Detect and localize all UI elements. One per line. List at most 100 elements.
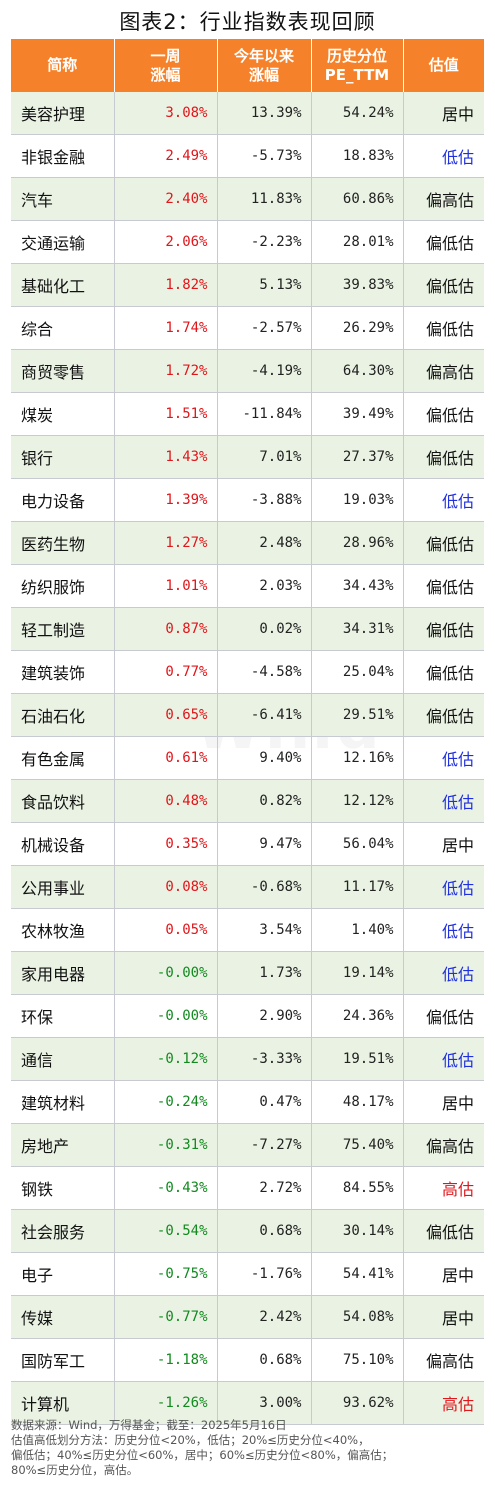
- industry-name-cell: 基础化工: [11, 263, 115, 307]
- ytd-change-cell: 5.13%: [217, 263, 312, 307]
- valuation-cell: 偏低估: [403, 435, 484, 479]
- pe-percentile-cell: 12.16%: [311, 736, 404, 780]
- ytd-change-cell: -2.23%: [217, 220, 312, 264]
- footnote-source: 数据来源：Wind，万得基金；截至：2025年5月16日: [11, 1418, 287, 1432]
- week-change-cell: -1.18%: [114, 1338, 218, 1382]
- week-change-cell: 0.61%: [114, 736, 218, 780]
- valuation-cell: 偏低估: [403, 220, 484, 264]
- pe-percentile-cell: 27.37%: [311, 435, 404, 479]
- industry-index-table: 简称 一周 涨幅 今年以来 涨幅 历史分位 PE_TTM 估值 美容护理 3.08…: [11, 39, 484, 1425]
- week-change-cell: 0.87%: [114, 607, 218, 651]
- ytd-change-cell: 2.48%: [217, 521, 312, 565]
- valuation-cell: 偏低估: [403, 392, 484, 436]
- footnote-method-1: 估值高低划分方法：历史分位<20%，低估；20%≤历史分位<40%，: [11, 1433, 370, 1447]
- ytd-change-cell: -4.58%: [217, 650, 312, 694]
- week-change-cell: -0.00%: [114, 994, 218, 1038]
- industry-name-cell: 汽车: [11, 177, 115, 221]
- pe-percentile-cell: 28.01%: [311, 220, 404, 264]
- industry-name-cell: 非银金融: [11, 134, 115, 178]
- table-row: 钢铁 -0.43% 2.72% 84.55% 高估: [11, 1166, 484, 1210]
- table-row: 房地产 -0.31% -7.27% 75.40% 偏高估: [11, 1123, 484, 1167]
- ytd-change-cell: 2.90%: [217, 994, 312, 1038]
- week-change-cell: -0.77%: [114, 1295, 218, 1339]
- ytd-change-cell: 9.40%: [217, 736, 312, 780]
- footnote: 数据来源：Wind，万得基金；截至：2025年5月16日 估值高低划分方法：历史…: [11, 1418, 481, 1478]
- table-row: 纺织服饰 1.01% 2.03% 34.43% 偏低估: [11, 564, 484, 608]
- table-row: 非银金融 2.49% -5.73% 18.83% 低估: [11, 134, 484, 178]
- table-row: 家用电器 -0.00% 1.73% 19.14% 低估: [11, 951, 484, 995]
- valuation-cell: 低估: [403, 1037, 484, 1081]
- industry-name-cell: 家用电器: [11, 951, 115, 995]
- valuation-cell: 偏低估: [403, 564, 484, 608]
- table-row: 银行 1.43% 7.01% 27.37% 偏低估: [11, 435, 484, 479]
- valuation-cell: 偏高估: [403, 349, 484, 393]
- header-valuation: 估值: [403, 39, 484, 92]
- week-change-cell: 2.49%: [114, 134, 218, 178]
- table-row: 通信 -0.12% -3.33% 19.51% 低估: [11, 1037, 484, 1081]
- industry-name-cell: 钢铁: [11, 1166, 115, 1210]
- ytd-change-cell: -3.33%: [217, 1037, 312, 1081]
- industry-name-cell: 纺织服饰: [11, 564, 115, 608]
- valuation-cell: 低估: [403, 951, 484, 995]
- ytd-change-cell: -0.68%: [217, 865, 312, 909]
- valuation-cell: 低估: [403, 779, 484, 823]
- week-change-cell: -0.75%: [114, 1252, 218, 1296]
- pe-percentile-cell: 54.24%: [311, 92, 404, 135]
- valuation-cell: 偏低估: [403, 650, 484, 694]
- industry-name-cell: 石油石化: [11, 693, 115, 737]
- industry-name-cell: 计算机: [11, 1381, 115, 1425]
- week-change-cell: 2.06%: [114, 220, 218, 264]
- pe-percentile-cell: 12.12%: [311, 779, 404, 823]
- pe-percentile-cell: 93.62%: [311, 1381, 404, 1425]
- ytd-change-cell: 2.03%: [217, 564, 312, 608]
- ytd-change-cell: 2.42%: [217, 1295, 312, 1339]
- ytd-change-cell: 0.82%: [217, 779, 312, 823]
- week-change-cell: -0.54%: [114, 1209, 218, 1253]
- chart-title: 图表2：行业指数表现回顾: [119, 10, 376, 34]
- industry-name-cell: 银行: [11, 435, 115, 479]
- industry-name-cell: 社会服务: [11, 1209, 115, 1253]
- ytd-change-cell: -4.19%: [217, 349, 312, 393]
- header-name: 简称: [11, 39, 115, 92]
- valuation-cell: 偏低估: [403, 607, 484, 651]
- valuation-cell: 居中: [403, 822, 484, 866]
- table-row: 汽车 2.40% 11.83% 60.86% 偏高估: [11, 177, 484, 221]
- pe-percentile-cell: 64.30%: [311, 349, 404, 393]
- table-row: 基础化工 1.82% 5.13% 39.83% 偏低估: [11, 263, 484, 307]
- industry-name-cell: 农林牧渔: [11, 908, 115, 952]
- valuation-cell: 偏低估: [403, 306, 484, 350]
- ytd-change-cell: 13.39%: [217, 92, 312, 135]
- pe-percentile-cell: 30.14%: [311, 1209, 404, 1253]
- pe-percentile-cell: 48.17%: [311, 1080, 404, 1124]
- pe-percentile-cell: 24.36%: [311, 994, 404, 1038]
- table-row: 医药生物 1.27% 2.48% 28.96% 偏低估: [11, 521, 484, 565]
- footnote-method-3: 80%≤历史分位，高估。: [11, 1463, 139, 1477]
- ytd-change-cell: 0.68%: [217, 1209, 312, 1253]
- ytd-change-cell: -3.88%: [217, 478, 312, 522]
- week-change-cell: 1.74%: [114, 306, 218, 350]
- industry-name-cell: 有色金属: [11, 736, 115, 780]
- pe-percentile-cell: 11.17%: [311, 865, 404, 909]
- industry-name-cell: 综合: [11, 306, 115, 350]
- pe-percentile-cell: 18.83%: [311, 134, 404, 178]
- valuation-cell: 居中: [403, 1295, 484, 1339]
- week-change-cell: 0.08%: [114, 865, 218, 909]
- ytd-change-cell: 7.01%: [217, 435, 312, 479]
- week-change-cell: 1.39%: [114, 478, 218, 522]
- industry-name-cell: 交通运输: [11, 220, 115, 264]
- valuation-cell: 低估: [403, 134, 484, 178]
- table-row: 传媒 -0.77% 2.42% 54.08% 居中: [11, 1295, 484, 1339]
- industry-name-cell: 轻工制造: [11, 607, 115, 651]
- industry-name-cell: 电子: [11, 1252, 115, 1296]
- valuation-cell: 低估: [403, 736, 484, 780]
- table-row: 环保 -0.00% 2.90% 24.36% 偏低估: [11, 994, 484, 1038]
- valuation-cell: 偏低估: [403, 994, 484, 1038]
- valuation-cell: 居中: [403, 92, 484, 135]
- pe-percentile-cell: 75.40%: [311, 1123, 404, 1167]
- valuation-cell: 偏低估: [403, 1209, 484, 1253]
- pe-percentile-cell: 75.10%: [311, 1338, 404, 1382]
- header-week-change: 一周 涨幅: [114, 39, 218, 92]
- week-change-cell: -1.26%: [114, 1381, 218, 1425]
- table-row: 国防军工 -1.18% 0.68% 75.10% 偏高估: [11, 1338, 484, 1382]
- week-change-cell: 1.01%: [114, 564, 218, 608]
